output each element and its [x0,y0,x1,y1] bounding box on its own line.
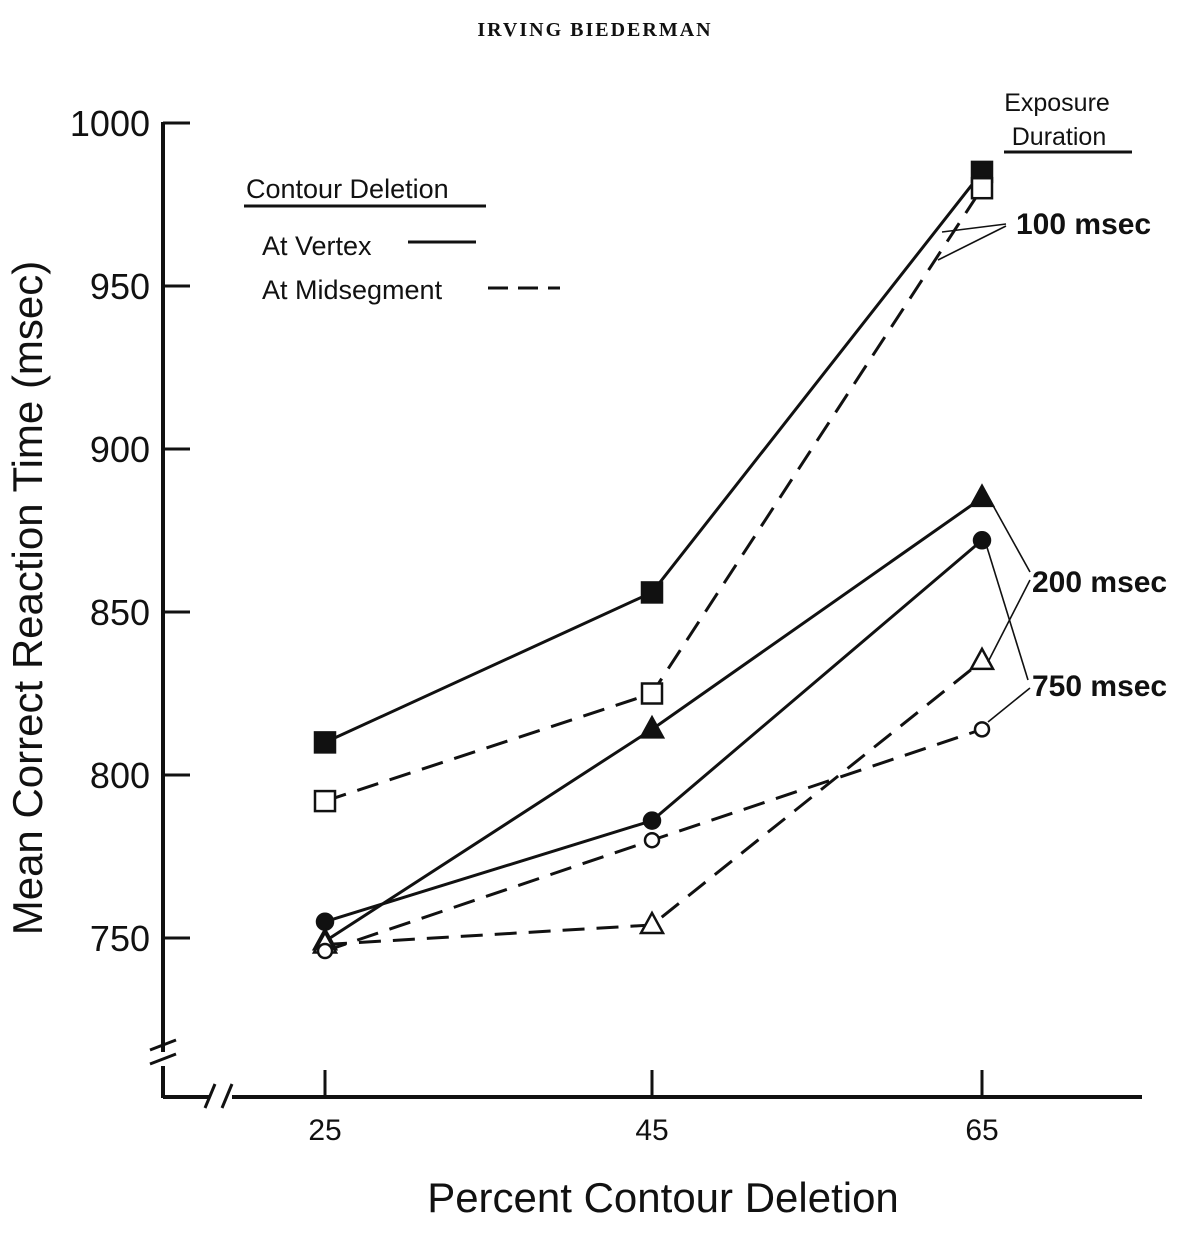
y-axis-break-2 [149,1052,177,1066]
legend-label-vertex: At Vertex [262,231,372,261]
annotation-750-msec: 750 msec [1032,670,1167,703]
series-6 [316,721,991,960]
point-circle [316,942,334,960]
x-tick-label: 45 [635,1114,668,1147]
series-2 [313,176,994,813]
series-1 [313,160,994,754]
point-square [640,581,664,604]
y-axis-break-1 [149,1038,177,1052]
point-square [640,682,664,705]
x-axis-break-1 [203,1083,217,1109]
annotation-200-msec: 200 msec [1032,566,1167,599]
x-ticks: 25 45 65 [308,1070,999,1147]
axis-break-marks [149,1038,234,1109]
leader-750-a [985,543,1029,681]
y-axis-title: Mean Correct Reaction Time (msec) [4,261,51,936]
series-layer [311,160,996,960]
exposure-title-line1: Exposure [1004,89,1110,117]
legend-title: Contour Deletion [246,174,449,204]
series-5 [315,531,992,931]
point-circle [972,531,992,550]
exposure-title-line2: Duration [1012,123,1107,151]
point-circle [642,811,662,830]
series-3 [311,483,996,951]
y-ticks: 750 800 850 900 950 1000 [70,103,190,959]
point-triangle [968,483,996,508]
point-circle [315,912,335,931]
point-triangle [638,714,666,739]
y-tick-label: 1000 [70,103,150,144]
annotation-100-msec: 100 msec [1016,208,1151,241]
legend-label-midsegment: At Midsegment [262,275,443,305]
y-tick-label: 800 [90,755,150,796]
y-tick-label: 750 [90,918,150,959]
axes [161,122,1142,1099]
leader-750-b [987,687,1031,723]
series-line [324,170,984,744]
x-tick-label: 25 [308,1114,341,1147]
y-tick-label: 900 [90,429,150,470]
point-circle [973,721,991,738]
x-axis-break-2 [220,1083,234,1109]
point-circle [643,831,661,849]
x-axis-title: Percent Contour Deletion [427,1174,899,1221]
x-tick-label: 65 [965,1114,998,1147]
point-square [970,176,994,200]
point-triangle [638,910,666,935]
point-square [313,789,337,813]
point-square [313,731,337,754]
annotation-leaders [937,223,1031,723]
y-tick-label: 950 [90,266,150,307]
point-triangle [968,646,996,671]
leader-100-a [941,223,1007,233]
header-author: IRVING BIEDERMAN [477,19,712,41]
exposure-duration-label: Exposure Duration [1004,89,1132,154]
leader-200-a [989,499,1031,573]
y-tick-label: 850 [90,592,150,633]
leader-100-b [937,225,1007,261]
legend: Contour Deletion At Vertex At Midsegment [244,174,560,305]
